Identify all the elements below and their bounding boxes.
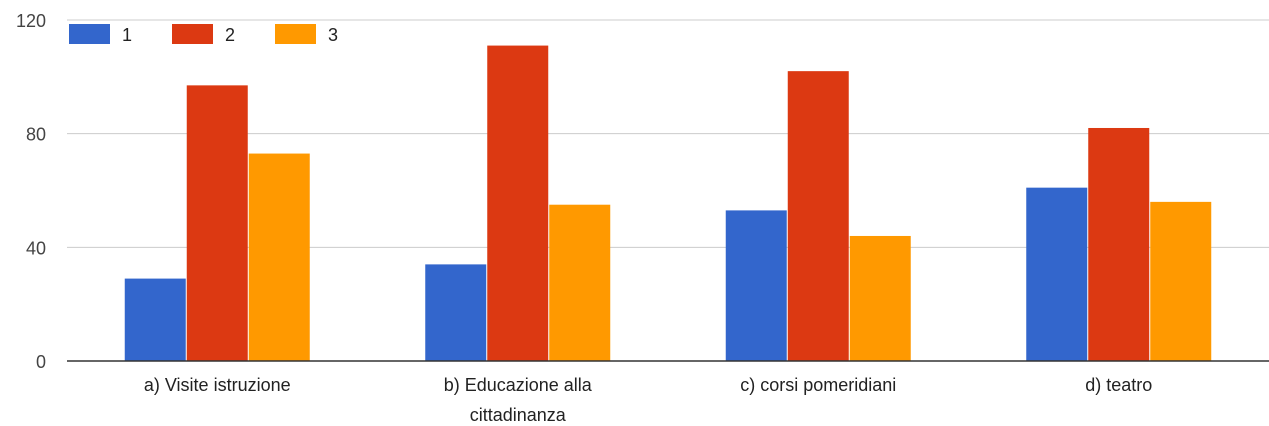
bar-series-3-cat-1 [248,153,310,361]
x-category-label: cittadinanza [470,405,567,425]
bar-series-3-cat-4 [1150,201,1212,361]
bar-series-2-cat-4 [1088,127,1150,361]
y-axis-ticks: 0 40 80 120 [16,11,46,372]
bar-series-3-cat-3 [849,235,911,361]
legend-label-2: 2 [225,25,235,45]
legend-label-1: 1 [122,25,132,45]
bar-series-2-cat-3 [787,71,849,362]
bar-series-2-cat-2 [487,45,549,361]
legend-swatch-3 [275,24,316,44]
bar-series-2-cat-1 [186,85,248,361]
x-category-label: a) Visite istruzione [144,375,291,395]
legend-swatch-1 [69,24,110,44]
bars [124,45,1212,362]
bar-series-3-cat-2 [549,204,611,361]
x-category-label: c) corsi pomeridiani [740,375,896,395]
bar-series-1-cat-3 [725,210,787,361]
bar-series-1-cat-4 [1026,187,1088,361]
legend-label-3: 3 [328,25,338,45]
y-tick-label: 120 [16,11,46,31]
x-category-label: d) teatro [1085,375,1152,395]
bar-series-1-cat-2 [425,264,487,361]
y-tick-label: 0 [36,352,46,372]
x-category-label: b) Educazione alla [444,375,593,395]
y-tick-label: 40 [26,238,46,258]
y-tick-label: 80 [26,125,46,145]
bar-series-1-cat-1 [124,278,186,361]
legend: 1 2 3 [69,24,338,45]
legend-swatch-2 [172,24,213,44]
x-axis-labels: a) Visite istruzione b) Educazione alla ci… [144,375,1152,425]
